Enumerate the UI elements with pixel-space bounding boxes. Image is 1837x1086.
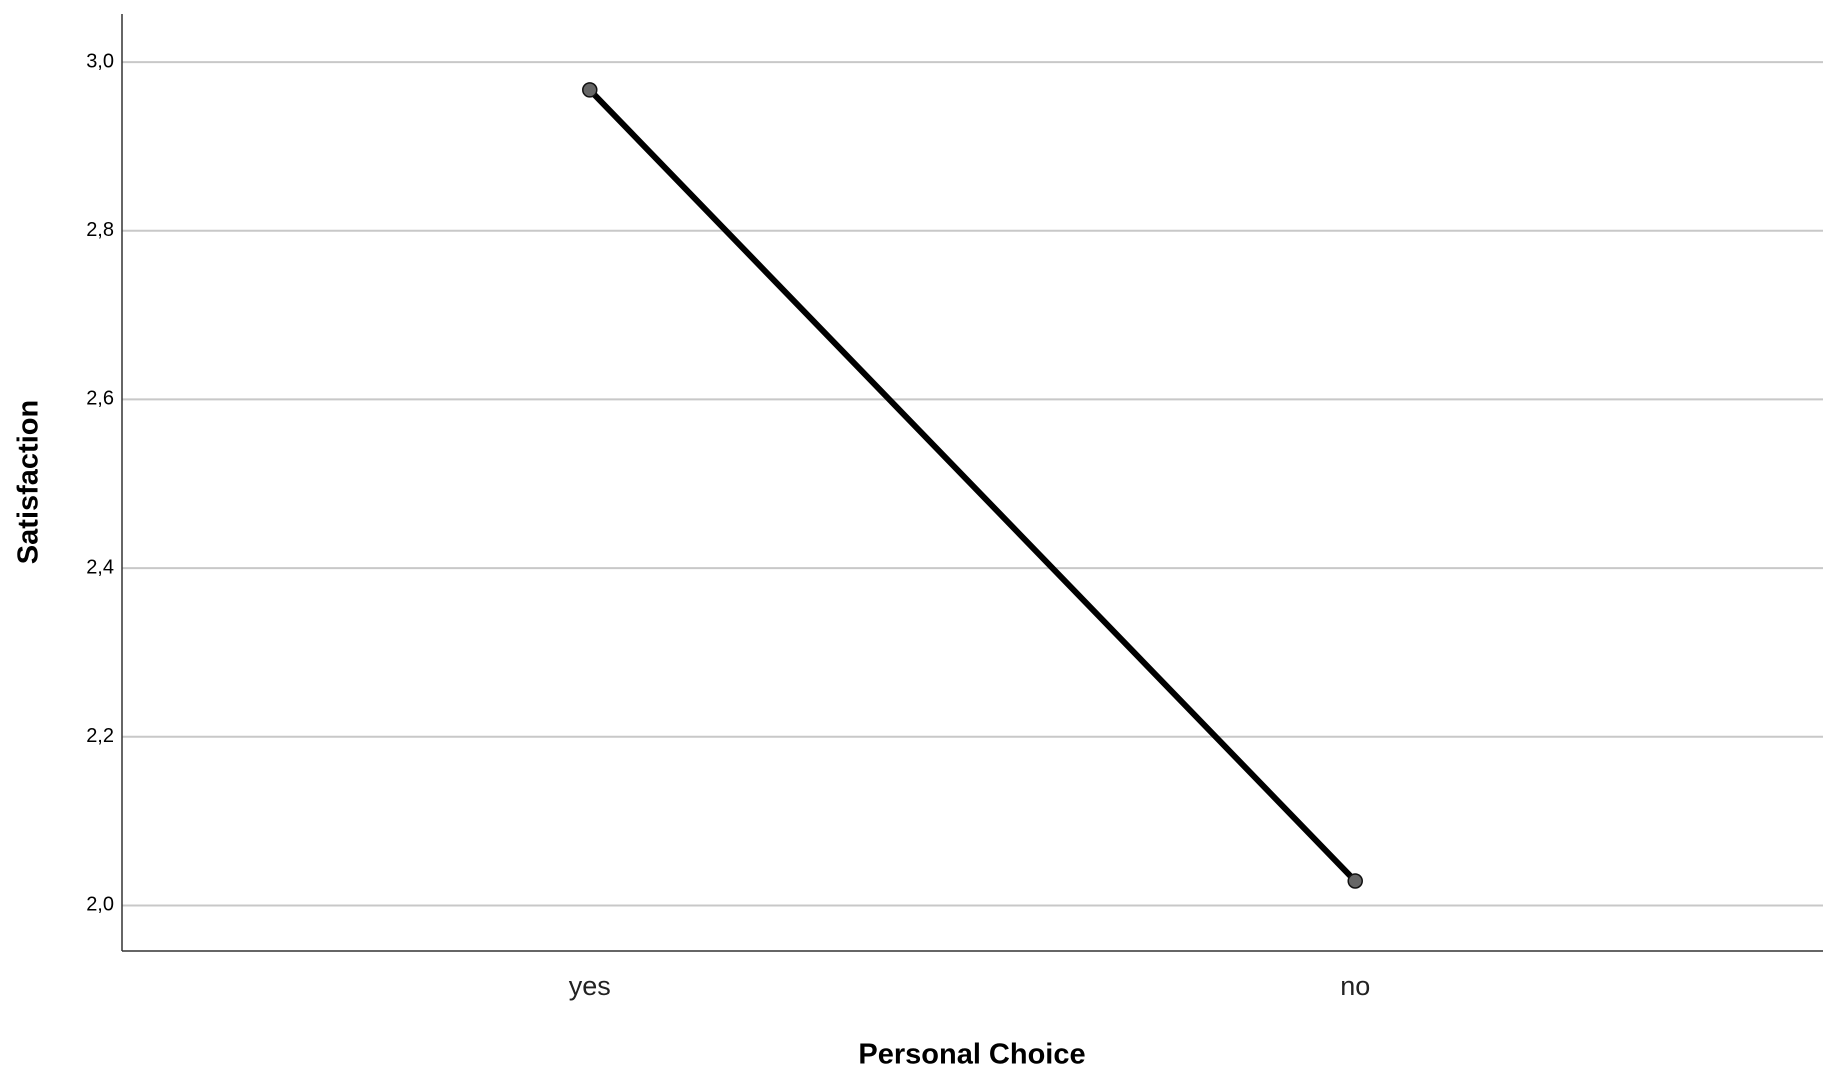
x-tick-label: yes (569, 971, 611, 1001)
x-axis-label: Personal Choice (858, 1039, 1085, 1071)
y-tick-label: 2,8 (86, 219, 114, 241)
y-axis-label: Satisfaction (13, 400, 45, 564)
point (1347, 873, 1363, 889)
y-tick-label: 3,0 (86, 50, 114, 72)
y-tick-label: 2,2 (86, 725, 114, 747)
y-tick-label: 2,0 (86, 894, 114, 916)
y-tick-label: 2,4 (86, 556, 114, 578)
y-tick-label: 2,6 (86, 388, 114, 410)
point (582, 82, 598, 98)
line (587, 87, 1358, 884)
x-tick-label: no (1340, 971, 1370, 1001)
